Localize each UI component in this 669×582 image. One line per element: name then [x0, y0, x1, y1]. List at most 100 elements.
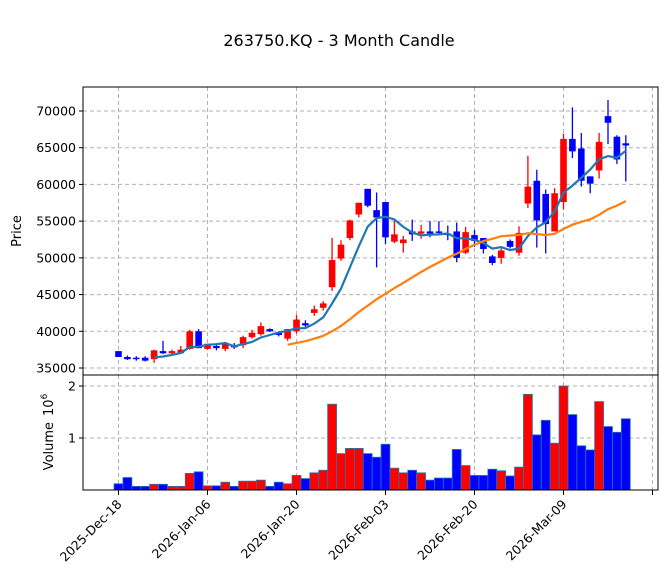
- volume-panel-frame: [82, 374, 659, 491]
- candle: [373, 192, 380, 268]
- volume-bar: [131, 485, 142, 491]
- candle: [302, 320, 309, 327]
- volume-bar: [149, 483, 159, 491]
- candle: [239, 335, 247, 349]
- price-tick-label: 55000: [36, 214, 76, 229]
- x-axis-ticks: 2025-Dec-18 2026-Jan-06 2026-Jan-20 2026-Fe…: [57, 490, 653, 564]
- x-tick-label: 2026-Feb-03: [325, 497, 391, 563]
- volume-bar: [140, 485, 151, 491]
- volume-bar: [220, 481, 231, 491]
- price-tick-label: 45000: [36, 287, 76, 302]
- candle: [346, 219, 354, 241]
- x-tick-label: 2025-Dec-18: [57, 496, 125, 564]
- candle: [124, 355, 131, 360]
- candle: [141, 356, 149, 362]
- candle: [586, 176, 594, 194]
- volume-bars: [113, 385, 631, 491]
- candle: [222, 343, 229, 352]
- candle: [489, 254, 496, 266]
- volume-bar: [540, 419, 551, 491]
- ma-long-line: [287, 200, 627, 346]
- volume-bar: [229, 485, 240, 491]
- candle: [533, 169, 541, 248]
- volume-bar: [487, 468, 498, 491]
- candle: [417, 224, 425, 239]
- candle: [400, 235, 407, 253]
- volume-bar: [594, 401, 604, 491]
- candle: [293, 315, 300, 334]
- candle: [435, 221, 443, 234]
- volume-bar: [167, 485, 177, 491]
- price-tick-label: 35000: [36, 361, 76, 376]
- volume-bar: [193, 471, 204, 491]
- volume-panel: 12 Volume106: [40, 374, 659, 491]
- volume-bar: [256, 479, 266, 491]
- candle: [569, 107, 576, 158]
- candle: [328, 238, 336, 291]
- volume-bar: [451, 449, 462, 491]
- volume-bar: [505, 475, 515, 491]
- price-tick-label: 65000: [36, 140, 76, 155]
- candle: [506, 239, 514, 249]
- volume-bar: [398, 472, 409, 491]
- price-axis-label: Price: [10, 215, 25, 247]
- volume-tick-label: 1: [68, 431, 76, 446]
- volume-bar: [407, 469, 418, 491]
- candle: [319, 301, 327, 311]
- volume-bar: [469, 475, 480, 491]
- volume-bar: [300, 478, 311, 491]
- volume-bar: [264, 485, 275, 491]
- volume-bar: [238, 480, 248, 491]
- volume-bar: [549, 442, 560, 491]
- volume-bar: [460, 465, 471, 491]
- candle: [195, 329, 202, 349]
- volume-bar: [585, 449, 596, 491]
- x-tick-label: 2026-Mar-09: [503, 496, 570, 563]
- volume-bar: [282, 483, 293, 491]
- volume-bar: [202, 485, 213, 491]
- candle: [159, 340, 167, 355]
- volume-bar: [113, 483, 124, 491]
- price-y-ticks: 35000 40000 45000 50000 55000 60000 65000 70000: [36, 104, 83, 376]
- volume-bar: [558, 385, 569, 491]
- volume-y-ticks: 12: [68, 379, 83, 446]
- volume-axis-label: Volume106: [40, 393, 57, 470]
- candle: [515, 226, 523, 256]
- volume-bar: [478, 475, 489, 491]
- price-tick-label: 40000: [36, 324, 76, 339]
- volume-bar: [380, 443, 391, 491]
- candle: [133, 356, 140, 361]
- volume-bar: [273, 481, 284, 491]
- volume-bar: [531, 434, 542, 491]
- volume-bar: [309, 472, 320, 491]
- volume-bar: [122, 477, 133, 491]
- candle: [266, 328, 274, 333]
- volume-bar: [603, 426, 613, 491]
- volume-bar: [371, 456, 382, 491]
- candle: [257, 322, 265, 336]
- price-candles: [115, 99, 630, 363]
- volume-bar: [362, 453, 373, 491]
- ma-short-line: [154, 149, 627, 359]
- volume-bar: [576, 445, 587, 491]
- volume-bar: [425, 479, 435, 491]
- chart-title: 263750.KQ - 3 Month Candle: [223, 31, 454, 50]
- price-tick-label: 70000: [36, 104, 76, 119]
- volume-bar: [327, 403, 337, 491]
- volume-bar: [496, 470, 507, 491]
- price-tick-label: 50000: [36, 250, 76, 265]
- volume-bar: [336, 453, 346, 491]
- volume-bar: [514, 466, 524, 491]
- volume-tick-label: 2: [68, 379, 76, 394]
- candle: [364, 188, 371, 208]
- x-tick-label: 2026-Jan-06: [149, 496, 214, 561]
- volume-bar: [247, 480, 257, 491]
- volume-bar: [291, 475, 302, 491]
- candle: [355, 202, 363, 218]
- candle: [382, 202, 389, 244]
- volume-bar: [184, 472, 195, 491]
- candle: [311, 305, 318, 316]
- volume-bar: [612, 431, 622, 491]
- candle: [604, 99, 612, 145]
- volume-bar: [158, 483, 168, 491]
